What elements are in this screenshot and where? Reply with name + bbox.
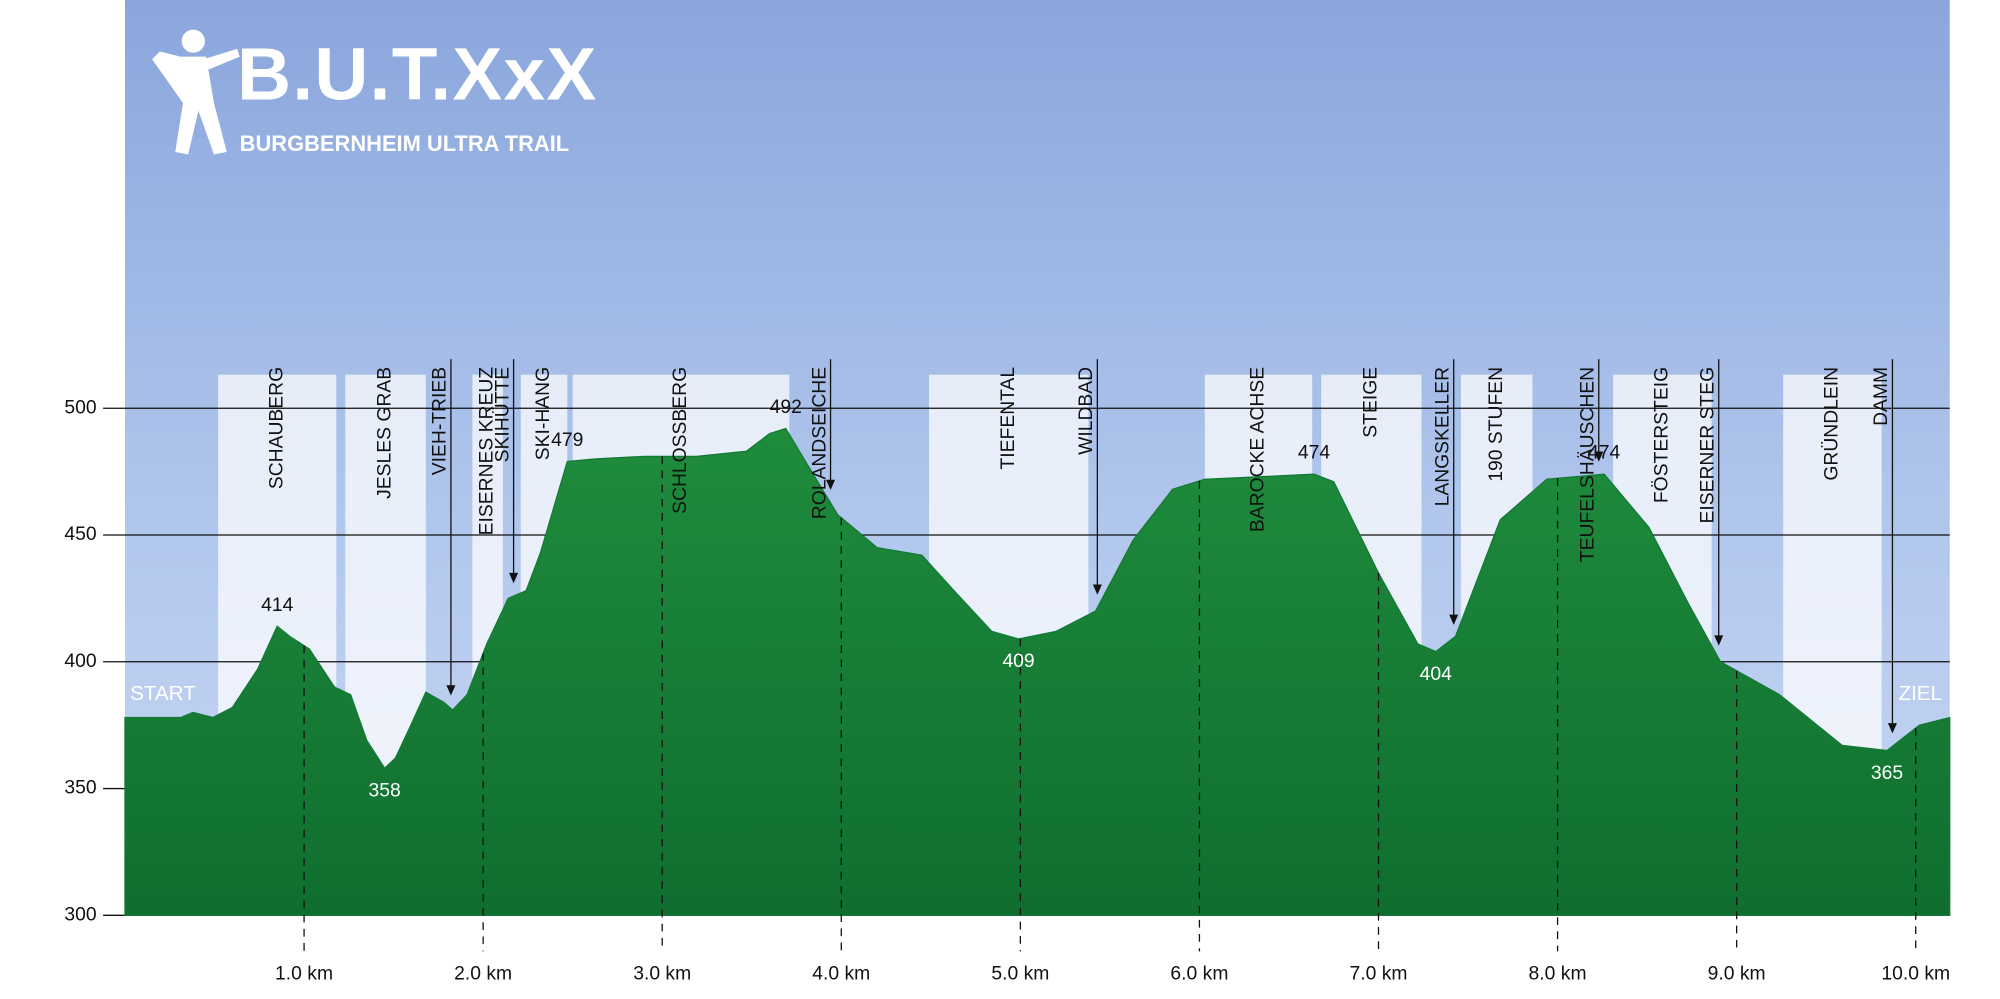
section-label: SCHAUBERG [266,367,287,489]
section-label: TIEFENTAL [998,367,1019,470]
section-label: FÖSTERSTEIG [1650,367,1672,503]
y-tick-label: 300 [64,904,96,925]
section-label: BAROCKE ACHSE [1248,367,1269,532]
logo-runner [152,29,240,155]
elevation-label: 474 [1588,443,1620,464]
x-tick-label: 2.0 km [454,964,512,985]
waypoint-label: LANGSKELLER [1433,367,1454,507]
x-tick-label: 6.0 km [1170,964,1228,985]
y-tick-label: 350 [64,778,96,799]
waypoint-label: SKIHÜTTE [491,367,513,463]
logo-title: B.U.T.XxX [237,32,597,116]
section-label: SCHLOSSBERG [670,367,691,514]
elevation-label: 404 [1420,664,1452,685]
start-label: START [130,682,196,705]
waypoint-arrowhead [826,479,836,491]
elevation-label: 409 [1002,651,1034,672]
waypoint-arrowhead [1092,584,1102,595]
x-tick-label: 8.0 km [1529,964,1587,985]
x-tick-label: 9.0 km [1708,964,1766,985]
waypoint-arrowhead [509,572,519,584]
section-label: JESLES GRAB [375,367,396,499]
y-tick-label: 450 [64,524,96,545]
x-tick-label: 7.0 km [1350,964,1408,985]
elevation-label: 414 [261,595,293,616]
section-label: 190 STUFEN [1486,367,1507,482]
section-label: SKI-HANG [533,367,554,460]
elevation-label: 474 [1298,443,1330,464]
waypoint-label: TEUFELSHÄUSCHEN [1577,367,1599,562]
y-tick-label: 400 [64,651,96,672]
waypoint-arrowhead [446,685,456,696]
x-tick-label: 4.0 km [812,964,870,985]
waypoint-label: VIEH-TRIEB [430,367,451,475]
logo-subtitle: BURGBERNHEIM ULTRA TRAIL [240,131,569,156]
elevation-label: 358 [369,781,401,802]
waypoint-label: ROLANDSEICHE [809,367,830,519]
x-tick-label: 1.0 km [275,964,333,985]
elevation-label: 479 [551,430,583,451]
x-tick-label: 10.0 km [1881,964,1950,985]
section-label: EISERNES KREUZ [477,367,498,536]
waypoint-arrowhead [1887,723,1897,734]
waypoint-arrowhead [1594,451,1604,462]
waypoint-arrowhead [1449,614,1459,625]
waypoint-label: DAMM [1871,367,1892,426]
x-tick-label: 5.0 km [991,964,1049,985]
waypoint-label: EISERNER STEG [1698,367,1719,524]
x-tick-label: 3.0 km [633,964,691,985]
section-label: STEIGE [1360,367,1381,438]
elevation-area [124,427,1951,916]
elevation-label: 365 [1871,763,1903,784]
waypoint-label: WILDBAD [1076,367,1097,455]
y-tick-label: 500 [64,397,96,418]
elevation-label: 492 [770,397,802,418]
section-label: GRÜNDLEIN [1821,367,1843,481]
finish-label: ZIEL [1898,682,1942,705]
waypoint-arrowhead [1714,635,1724,646]
